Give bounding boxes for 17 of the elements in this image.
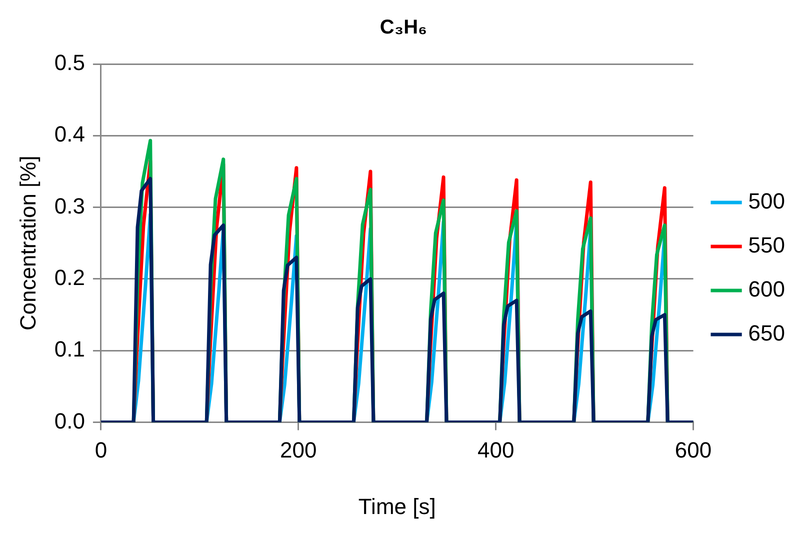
x-tick-label: 0 [94, 437, 108, 462]
y-tick-label: 0.2 [54, 264, 85, 290]
y-tick-label: 0.4 [54, 122, 85, 147]
legend-label: 550 [748, 232, 786, 258]
legend-label: 650 [748, 320, 786, 346]
y-tick-label: 0.3 [54, 193, 85, 218]
x-tick-label: 600 [674, 437, 712, 462]
y-tick-label: 0.1 [54, 336, 85, 362]
x-tick-label: 400 [478, 437, 514, 462]
x-tick-label: 200 [280, 437, 317, 462]
legend-label: 600 [748, 276, 786, 302]
chart-title: C₃H₆ [380, 16, 428, 39]
legend-label: 500 [748, 188, 786, 214]
y-tick-label: 0.5 [54, 50, 85, 76]
x-axis-title: Time [s] [358, 494, 436, 519]
y-axis-title: Concentration [%] [15, 156, 40, 331]
y-tick-label: 0.0 [54, 408, 85, 434]
